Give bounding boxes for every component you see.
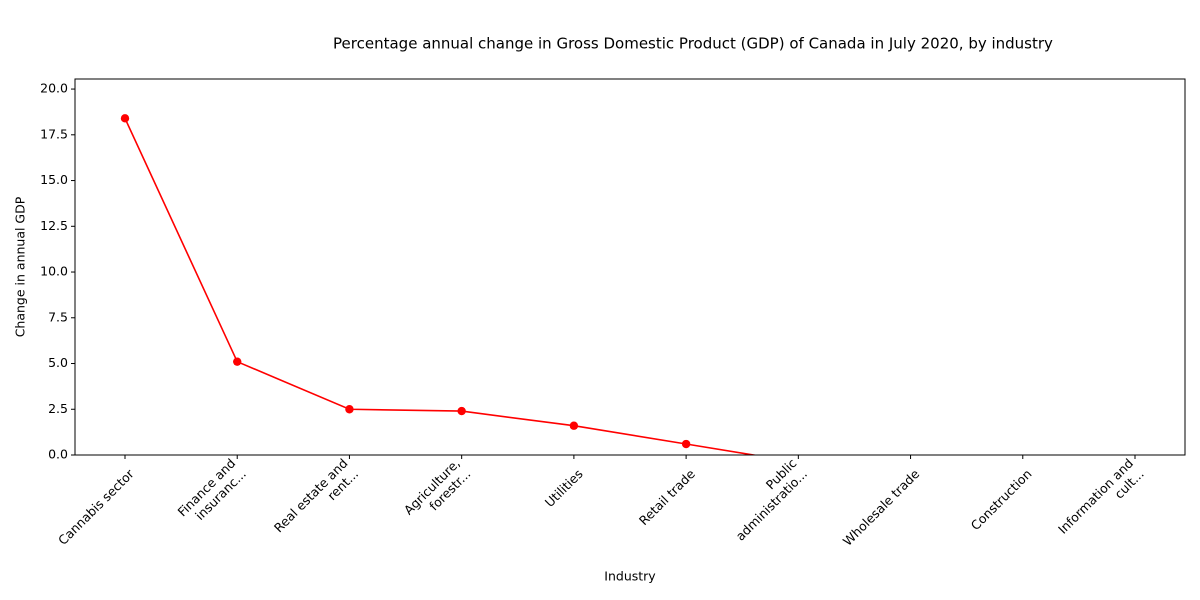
y-tick-label: 12.5 — [40, 218, 68, 233]
data-point — [681, 439, 691, 449]
data-point — [233, 357, 242, 366]
y-tick-label: 2.5 — [48, 401, 68, 416]
data-point — [569, 421, 579, 430]
chart-title: Percentage annual change in Gross Domest… — [333, 35, 1053, 53]
x-axis-label: Industry — [604, 569, 656, 584]
y-tick-label: 0.0 — [48, 447, 68, 462]
plot-frame — [74, 78, 1186, 456]
data-point — [457, 406, 466, 416]
y-axis-label: Change in annual GDP — [13, 196, 28, 337]
data-point — [120, 114, 130, 123]
y-tick-label: 15.0 — [40, 172, 68, 187]
y-tick-label: 7.5 — [48, 309, 68, 324]
plot-area — [120, 114, 759, 455]
y-tick-label: 17.5 — [40, 126, 68, 141]
data-point — [345, 405, 354, 414]
y-tick-label: 20.0 — [40, 81, 68, 96]
y-tick-label: 5.0 — [48, 355, 68, 370]
y-tick-label: 10.0 — [40, 264, 68, 279]
